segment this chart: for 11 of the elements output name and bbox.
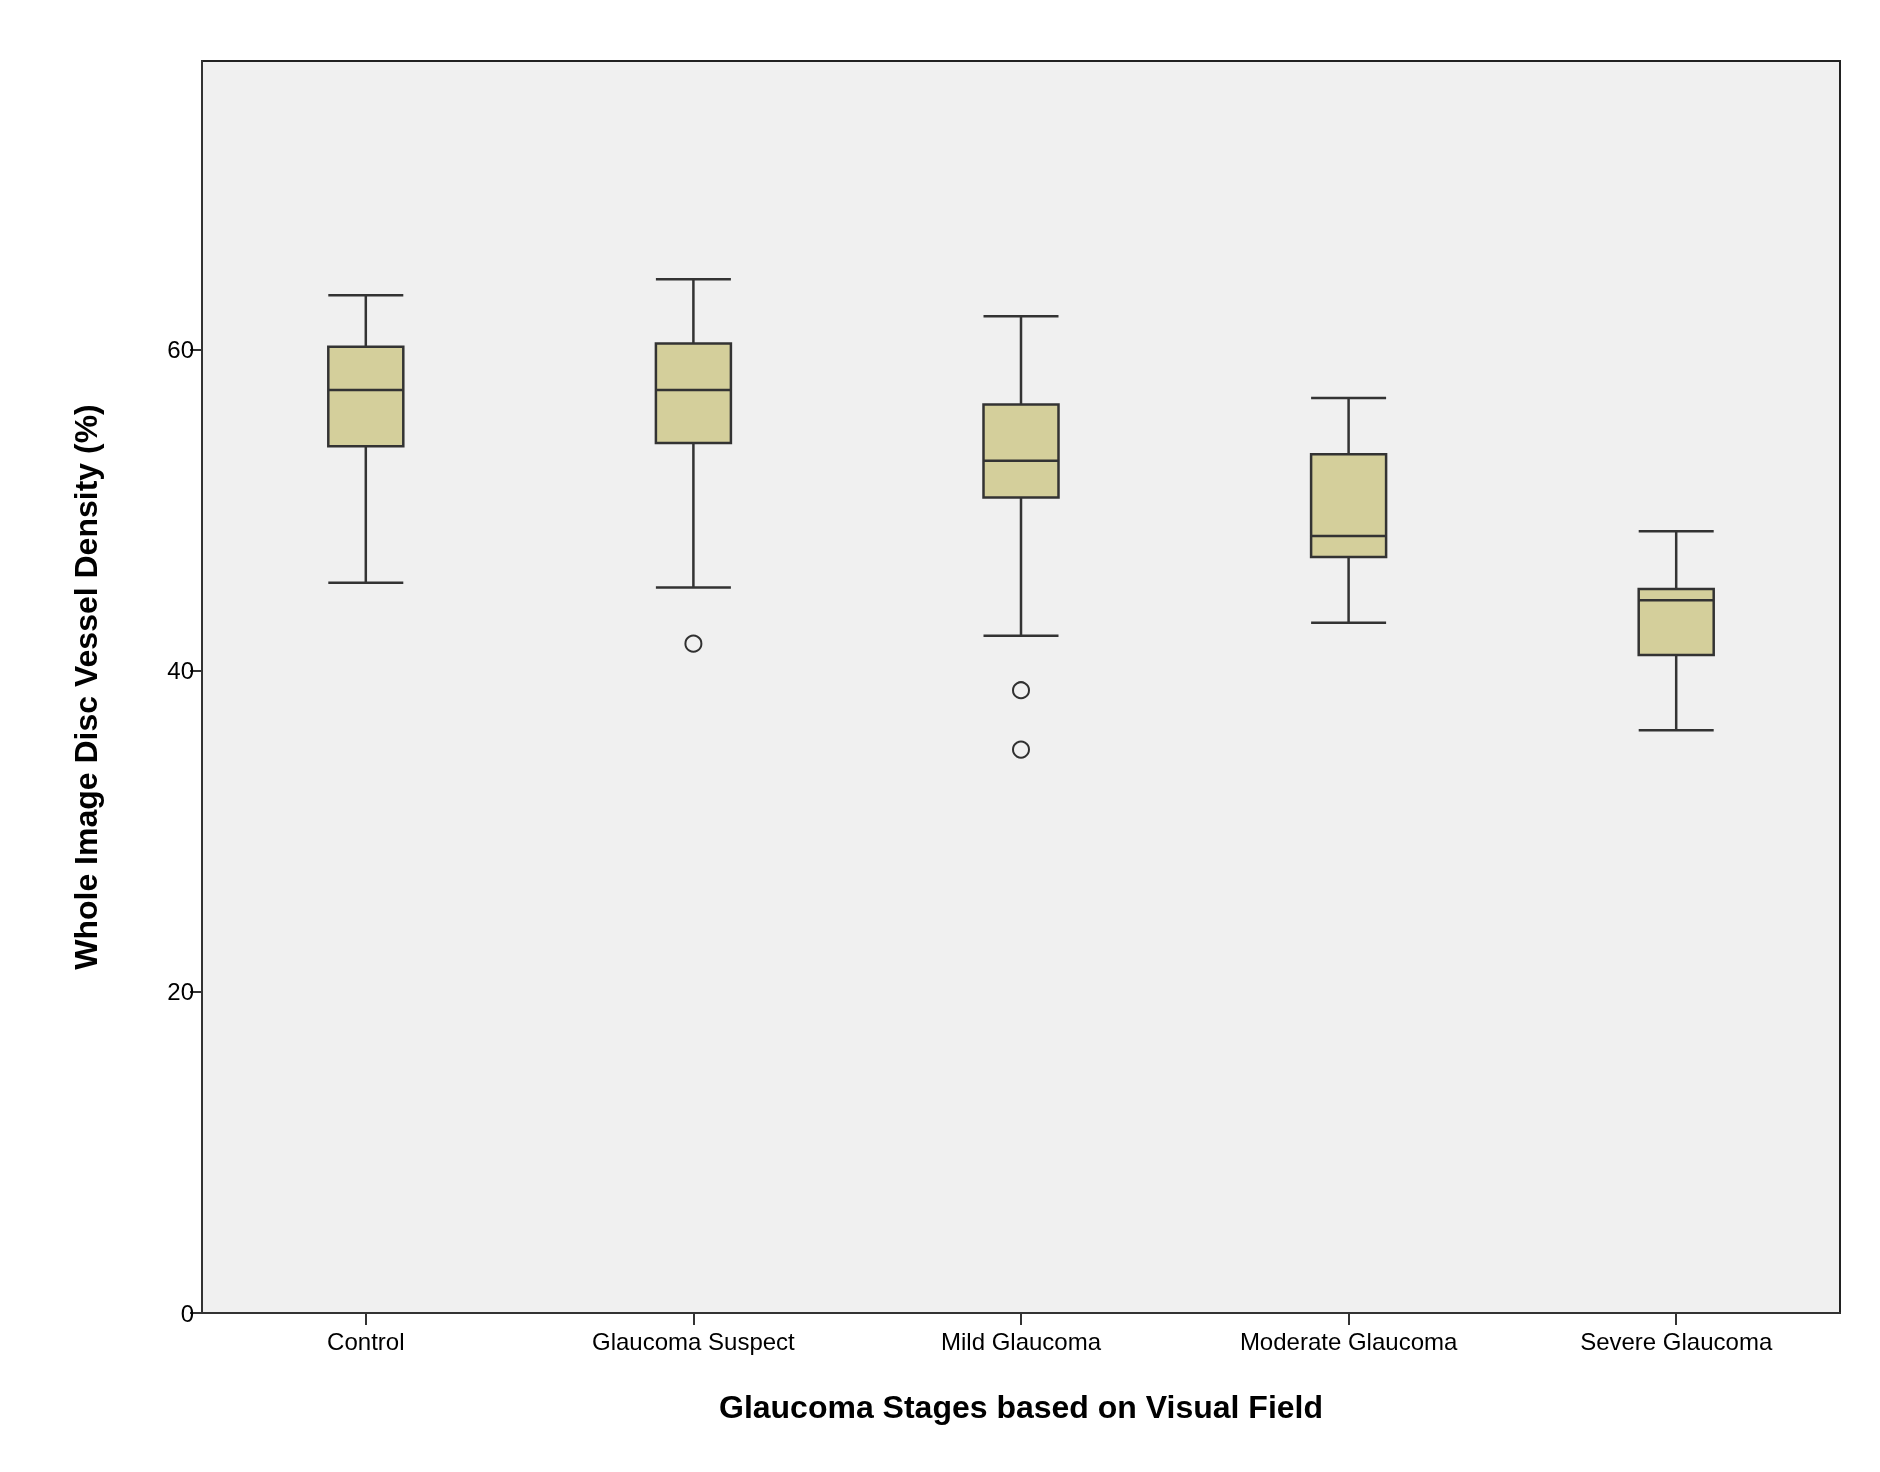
y-tick-label: 0 [180, 1299, 194, 1327]
y-tick-label: 60 [167, 336, 194, 364]
x-axis-title: Glaucoma Stages based on Visual Field [718, 1389, 1324, 1425]
y-tick-label: 20 [167, 978, 194, 1006]
x-tick-label: Moderate Glaucoma [1239, 1327, 1458, 1355]
y-axis-title: Whole Image Disc Vessel Density (%) [68, 404, 104, 970]
x-tick-label: Control [327, 1327, 405, 1355]
x-tick-label: Mild Glaucoma [940, 1327, 1102, 1355]
x-tick-label: Glaucoma Suspect [592, 1327, 796, 1355]
x-tick-label: Severe Glaucoma [1580, 1327, 1773, 1355]
y-tick-label: 40 [167, 657, 194, 685]
